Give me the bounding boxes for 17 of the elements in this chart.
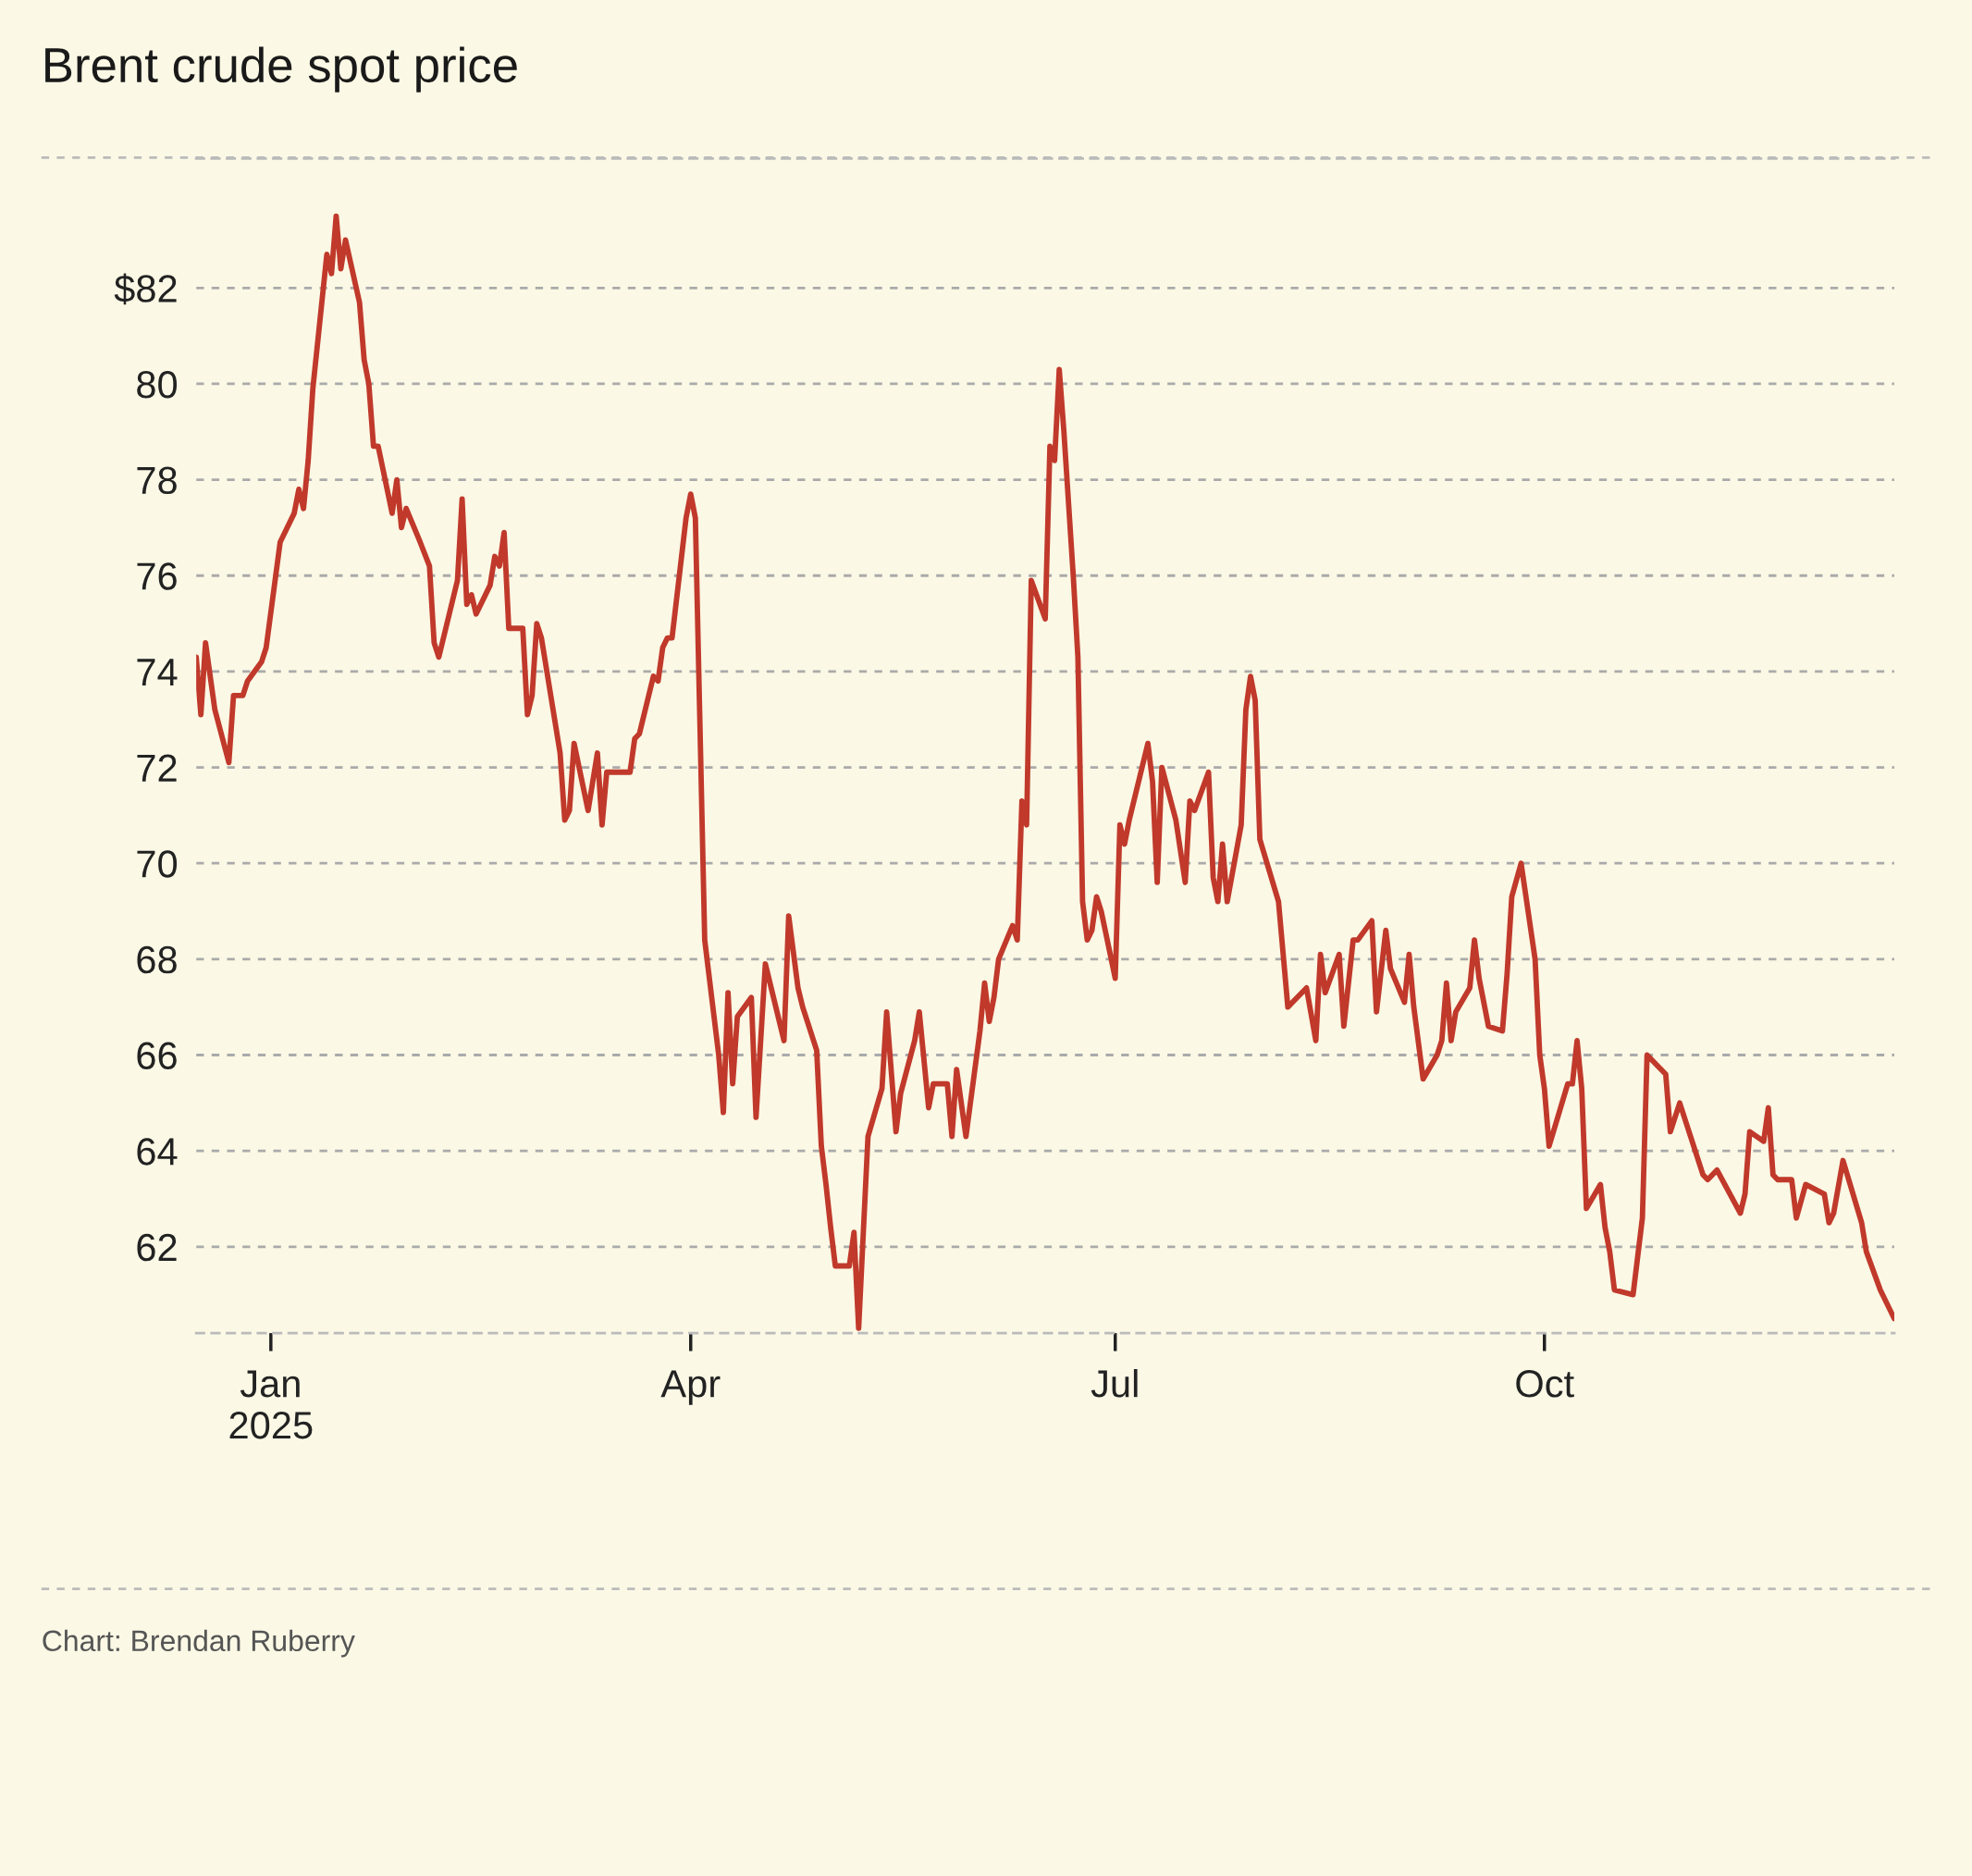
y-tick-label: 78	[137, 466, 177, 495]
y-tick-label: 76	[137, 562, 177, 590]
y-tick-label: 66	[137, 1042, 177, 1070]
y-tick-label: $82	[114, 273, 177, 305]
x-tick-label: Oct	[1516, 1370, 1574, 1398]
chart-title: Brent crude spot price	[45, 46, 517, 93]
y-tick-label: 80	[137, 370, 178, 399]
y-tick-label: 68	[137, 945, 177, 974]
x-tick-label: Jan 2025	[229, 1370, 313, 1439]
y-tick-label: 62	[137, 1233, 177, 1262]
y-tick-label: 74	[137, 659, 178, 685]
y-tick-label: 70	[137, 850, 178, 878]
text: Chart: Brendan Ruberry	[43, 1629, 355, 1658]
x-tick-label: Jul	[1091, 1368, 1138, 1398]
y-tick-label: 64	[137, 1138, 178, 1166]
y-tick-label: 72	[137, 754, 177, 782]
x-tick-label: Apr	[660, 1370, 721, 1405]
